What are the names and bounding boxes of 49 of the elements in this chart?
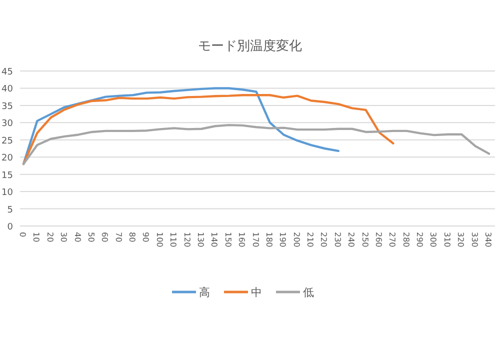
y-tick-label: 15 <box>2 170 13 181</box>
x-tick-label: 180 <box>264 232 274 248</box>
x-tick-label: 250 <box>360 232 370 248</box>
x-tick-label: 90 <box>141 232 150 242</box>
x-tick-label: 190 <box>278 232 288 248</box>
x-tick-label: 110 <box>168 232 178 248</box>
x-tick-label: 10 <box>32 232 41 242</box>
x-tick-label: 340 <box>484 232 492 248</box>
y-tick-label: 25 <box>2 136 13 146</box>
y-tick-label: 30 <box>2 119 14 130</box>
x-tick-label: 120 <box>182 232 192 248</box>
x-tick-label: 260 <box>374 232 383 248</box>
x-tick-label: 130 <box>196 232 205 248</box>
x-tick-label: 210 <box>306 232 315 248</box>
y-tick-label: 20 <box>2 154 14 164</box>
x-tick-label: 60 <box>100 232 110 242</box>
y-tick-label: 5 <box>7 205 13 216</box>
x-tick-label: 270 <box>388 232 397 248</box>
x-tick-label: 220 <box>319 232 328 248</box>
x-tick-label: 200 <box>292 232 301 248</box>
x-tick-label: 170 <box>250 232 260 248</box>
chart-title: モード別温度変化 <box>198 38 302 54</box>
x-tick-label: 70 <box>114 232 123 242</box>
y-tick-label: 10 <box>2 188 14 198</box>
x-tick-label: 100 <box>154 232 164 248</box>
x-tick-label: 230 <box>332 232 342 248</box>
x-tick-label: 330 <box>470 232 479 248</box>
x-tick-label: 0 <box>18 232 27 238</box>
x-tick-label: 310 <box>442 232 452 248</box>
x-tick-label: 160 <box>237 232 246 248</box>
y-tick-label: 45 <box>2 68 13 78</box>
x-tick-label: 280 <box>401 232 410 248</box>
legend-label: 低 <box>303 286 314 299</box>
x-tick-label: 20 <box>45 232 54 242</box>
x-tick-label: 80 <box>128 232 137 242</box>
x-tick-label: 240 <box>346 232 356 248</box>
y-tick-label: 40 <box>2 84 14 95</box>
y-tick-label: 35 <box>2 102 13 112</box>
x-tick-label: 320 <box>456 232 466 248</box>
x-tick-label: 150 <box>223 232 232 248</box>
x-tick-label: 290 <box>415 232 424 248</box>
x-tick-label: 140 <box>210 232 219 248</box>
x-tick-label: 30 <box>59 232 68 242</box>
y-tick-label: 0 <box>7 222 14 232</box>
x-tick-label: 40 <box>72 232 82 242</box>
legend-label: 高 <box>199 286 210 299</box>
legend-label: 中 <box>251 286 262 299</box>
x-tick-label: 50 <box>86 232 96 242</box>
x-tick-label: 300 <box>428 232 438 248</box>
